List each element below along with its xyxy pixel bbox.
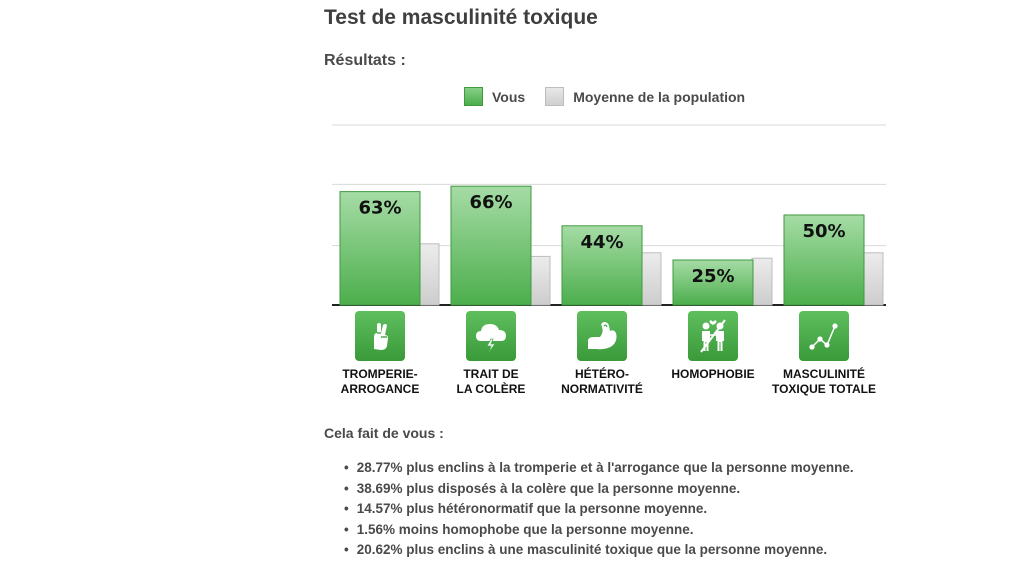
summary-list: 28.77% plus enclins à la tromperie et à … bbox=[344, 458, 854, 561]
legend-label-average: Moyenne de la population bbox=[573, 88, 746, 105]
bar-you bbox=[561, 225, 643, 306]
bar-average bbox=[862, 252, 884, 306]
legend-swatch-average bbox=[545, 87, 565, 106]
summary-item: 1.56% moins homophobe que la personne mo… bbox=[344, 520, 854, 541]
legend-label-you: Vous bbox=[492, 88, 526, 105]
legend-item-you: Vous bbox=[464, 87, 525, 106]
bar-average bbox=[640, 252, 662, 306]
summary-item: 14.57% plus hétéronormatif que la person… bbox=[344, 499, 854, 520]
category-tromperie: TROMPERIE- ARROGANCE bbox=[325, 311, 435, 397]
bar-average bbox=[751, 257, 773, 306]
category-label: HÉTÉRO- NORMATIVITÉ bbox=[561, 367, 643, 396]
category-homophobie: HOMOPHOBIE bbox=[658, 311, 768, 382]
bar-value-label: 66% bbox=[469, 192, 512, 213]
category-masculinite-totale: MASCULINITÉ TOXIQUE TOTALE bbox=[769, 311, 879, 397]
legend-swatch-you bbox=[464, 87, 483, 106]
summary-intro: Cela fait de vous : bbox=[324, 425, 444, 441]
flexed-arm-icon bbox=[577, 311, 627, 361]
storm-cloud-icon bbox=[466, 311, 516, 361]
bar-you bbox=[783, 214, 865, 306]
crossed-fingers-icon bbox=[355, 311, 405, 361]
category-label: TROMPERIE- ARROGANCE bbox=[340, 367, 420, 396]
category-label: HOMOPHOBIE bbox=[671, 367, 755, 381]
category-label: MASCULINITÉ TOXIQUE TOTALE bbox=[771, 367, 876, 396]
bar-you bbox=[339, 191, 421, 306]
summary-item: 20.62% plus enclins à une masculinité to… bbox=[344, 540, 854, 561]
bar-average bbox=[418, 243, 440, 306]
results-heading: Résultats : bbox=[324, 52, 406, 69]
connected-dots-icon bbox=[799, 311, 849, 361]
bar-value-label: 50% bbox=[802, 221, 845, 242]
summary-item: 28.77% plus enclins à la tromperie et à … bbox=[344, 458, 854, 479]
bar-average bbox=[529, 255, 551, 306]
chart-legend: Vous Moyenne de la population bbox=[464, 87, 765, 106]
couple-icon bbox=[688, 311, 738, 361]
bar-value-label: 63% bbox=[358, 198, 401, 219]
bar-you bbox=[672, 259, 754, 306]
category-heteronormativite: HÉTÉRO- NORMATIVITÉ bbox=[547, 311, 657, 397]
bar-value-label: 44% bbox=[580, 232, 623, 253]
bar-value-label: 25% bbox=[691, 266, 734, 287]
category-label: TRAIT DE LA COLÈRE bbox=[456, 367, 526, 396]
summary-item: 38.69% plus disposés à la colère que la … bbox=[344, 479, 854, 500]
bar-you bbox=[450, 185, 532, 306]
category-colere: TRAIT DE LA COLÈRE bbox=[436, 311, 546, 397]
page-title: Test de masculinité toxique bbox=[324, 6, 598, 29]
legend-item-average: Moyenne de la population bbox=[545, 87, 745, 106]
bar-chart: 63% 66% 44% 25% 50% bbox=[332, 124, 886, 306]
